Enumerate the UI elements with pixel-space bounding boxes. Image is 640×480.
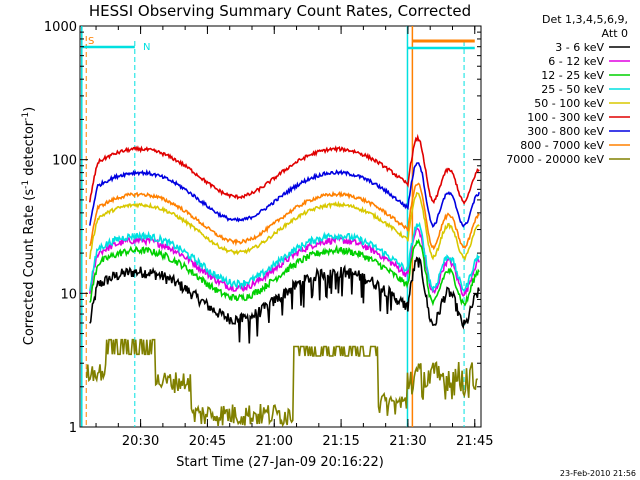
orbit-markers	[81, 26, 475, 427]
night-label: N	[143, 42, 150, 53]
x-axis: 20:30 20:45 21:00 21:15 21:30 21:45	[95, 26, 493, 449]
legend-header-line2: Att 0	[602, 27, 628, 40]
y-axis-label: Corrected Count Rate (s-1 detector-1)	[21, 107, 37, 345]
y-tick-label: 100	[52, 154, 77, 169]
legend-label: 7000 - 20000 keV	[506, 153, 604, 166]
y-tick-label: 10	[60, 287, 77, 302]
x-tick-label: 21:15	[322, 434, 359, 449]
series-line	[89, 191, 480, 261]
marker-labels: S N	[88, 36, 150, 53]
series-line	[89, 238, 480, 307]
y-axis: 1 10 100 1000	[44, 20, 481, 436]
series-line	[89, 182, 480, 251]
x-tick-label: 21:00	[256, 434, 293, 449]
legend-label: 25 - 50 keV	[541, 83, 604, 96]
legend-label: 3 - 6 keV	[555, 41, 604, 54]
legend-label: 12 - 25 keV	[541, 69, 604, 82]
plot-frame	[79, 25, 482, 428]
legend-label: 800 - 7000 keV	[520, 139, 604, 152]
x-tick-label: 20:30	[122, 434, 159, 449]
x-tick-label: 20:45	[189, 434, 226, 449]
saa-label: S	[88, 36, 94, 47]
series-layer	[85, 133, 480, 428]
plot-area: S N 20:30 20:45 21:00 21:15 21:30 21:45 1 10 10…	[44, 20, 494, 449]
footer-date: 23-Feb-2010 21:56	[560, 469, 636, 478]
series-line	[89, 162, 480, 229]
legend-label: 300 - 800 keV	[527, 125, 604, 138]
legend-label: 6 - 12 keV	[548, 55, 604, 68]
x-axis-label: Start Time (27-Jan-09 20:16:22)	[176, 455, 384, 470]
legend-label: 50 - 100 keV	[534, 97, 604, 110]
legend-header-line1: Det 1,3,4,5,6,9,	[542, 13, 628, 26]
chart-title: HESSI Observing Summary Count Rates, Cor…	[89, 2, 471, 20]
x-tick-label: 21:30	[389, 434, 426, 449]
series-line	[89, 221, 480, 293]
series-line	[89, 256, 480, 344]
x-tick-label: 21:45	[456, 434, 493, 449]
series-line	[89, 133, 480, 206]
y-tick-label: 1000	[44, 20, 77, 35]
y-tick-label: 1	[69, 421, 77, 436]
series-line	[85, 338, 479, 428]
legend-label: 100 - 300 keV	[527, 111, 604, 124]
